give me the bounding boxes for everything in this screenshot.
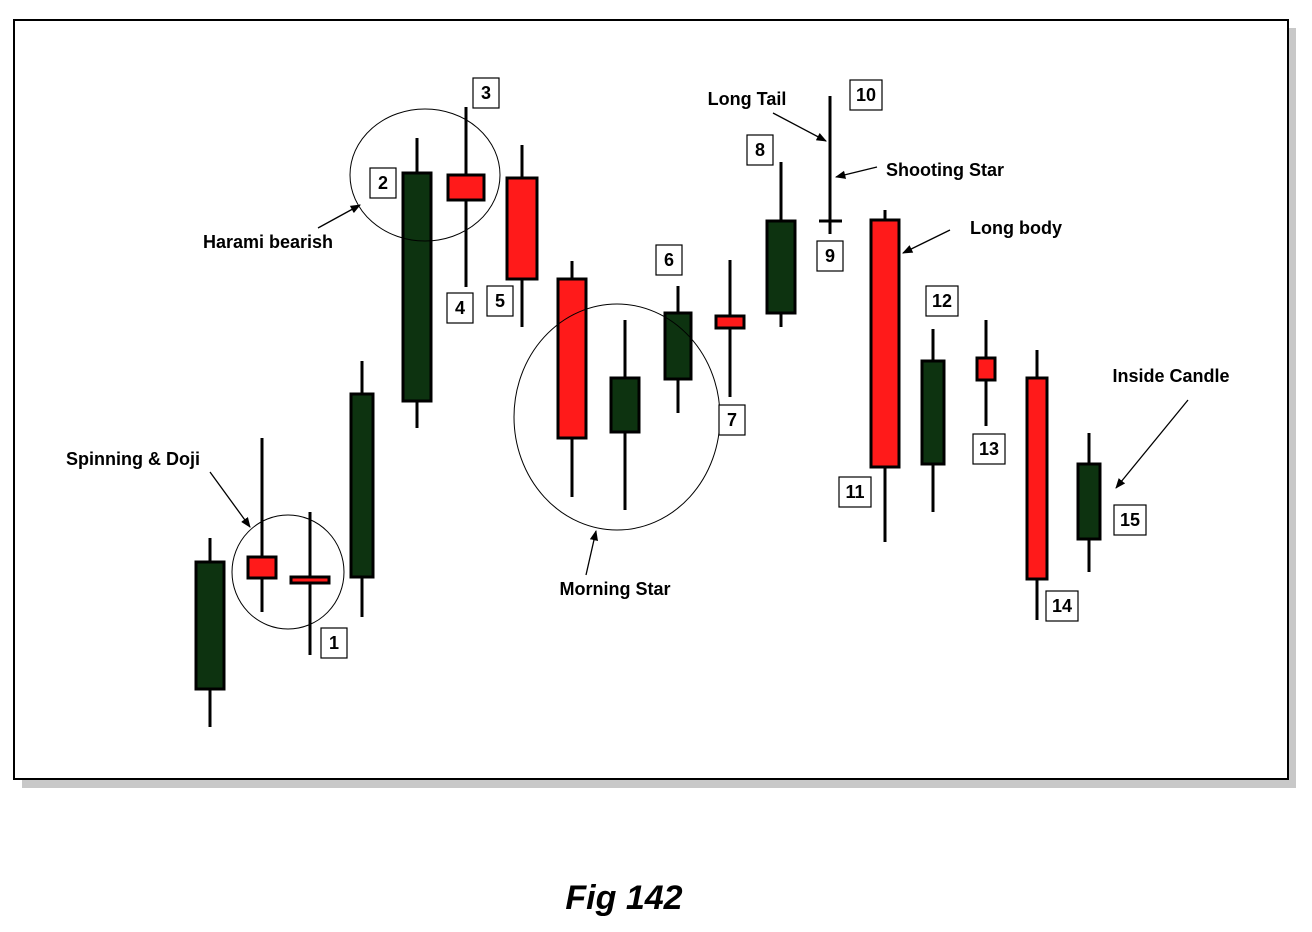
candle-body: [609, 376, 641, 434]
label-box: [1113, 504, 1147, 536]
number-label: 11: [845, 482, 864, 502]
candle-body: [663, 311, 693, 381]
candle-body: [194, 560, 226, 691]
number-label: 4: [455, 298, 465, 318]
number-label: 1: [329, 633, 339, 653]
number-label: 13: [979, 439, 999, 459]
arrow: [902, 229, 951, 254]
annotation: Long Tail: [708, 89, 787, 109]
arrow: [585, 529, 598, 576]
annotation: Harami bearish: [203, 232, 333, 252]
candle-body: [714, 314, 746, 330]
arrow: [317, 204, 361, 229]
circle: [231, 514, 345, 630]
annotation: Spinning & Doji: [66, 449, 200, 469]
annotation: Shooting Star: [886, 160, 1004, 180]
candle-body: [1076, 462, 1102, 541]
number-label: 9: [825, 246, 835, 266]
number-label: 12: [932, 291, 952, 311]
annotation: Inside Candle: [1112, 366, 1229, 386]
number-label: 3: [481, 83, 491, 103]
candle-body: [556, 277, 588, 440]
candle-body: [975, 356, 997, 382]
label-box: [1045, 590, 1079, 622]
candle-body: [765, 219, 797, 315]
candles: [194, 96, 1102, 727]
label-box: [446, 292, 474, 324]
label-box: [486, 285, 514, 317]
label-box: [369, 167, 397, 199]
number-label: 10: [856, 85, 876, 105]
label-box: [925, 285, 959, 317]
candle-body: [1025, 376, 1049, 581]
candle-body: [920, 359, 946, 466]
candle-body: [505, 176, 539, 281]
number-label: 2: [378, 173, 388, 193]
number-label: 7: [727, 410, 737, 430]
candle-body: [446, 173, 486, 202]
arrow: [834, 166, 878, 179]
label-box: [849, 79, 883, 111]
candle-body: [289, 575, 331, 585]
number-label: 5: [495, 291, 505, 311]
label-box: [655, 244, 683, 276]
caption: Fig 142: [565, 879, 682, 917]
candle-body: [349, 392, 375, 579]
label-box: [816, 240, 844, 272]
candle-body: [869, 218, 901, 469]
arrow: [209, 471, 251, 528]
annotation: Long body: [970, 218, 1062, 238]
label-box: [746, 134, 774, 166]
arrows: [209, 112, 1189, 576]
circle: [349, 108, 501, 242]
frame: [13, 19, 1289, 780]
candle-body: [246, 555, 278, 580]
label-box: [972, 433, 1006, 465]
label-box: [838, 476, 872, 508]
label-box: [718, 404, 746, 436]
candle-body: [401, 171, 433, 403]
arrow: [1115, 399, 1189, 489]
label-box: [320, 627, 348, 659]
arrow: [772, 112, 827, 142]
number-label: 15: [1120, 510, 1140, 530]
label-box: [472, 77, 500, 109]
number-label: 6: [664, 250, 674, 270]
number-label: 14: [1052, 596, 1072, 616]
number-label: 8: [755, 140, 765, 160]
annotation: Morning Star: [560, 579, 671, 599]
